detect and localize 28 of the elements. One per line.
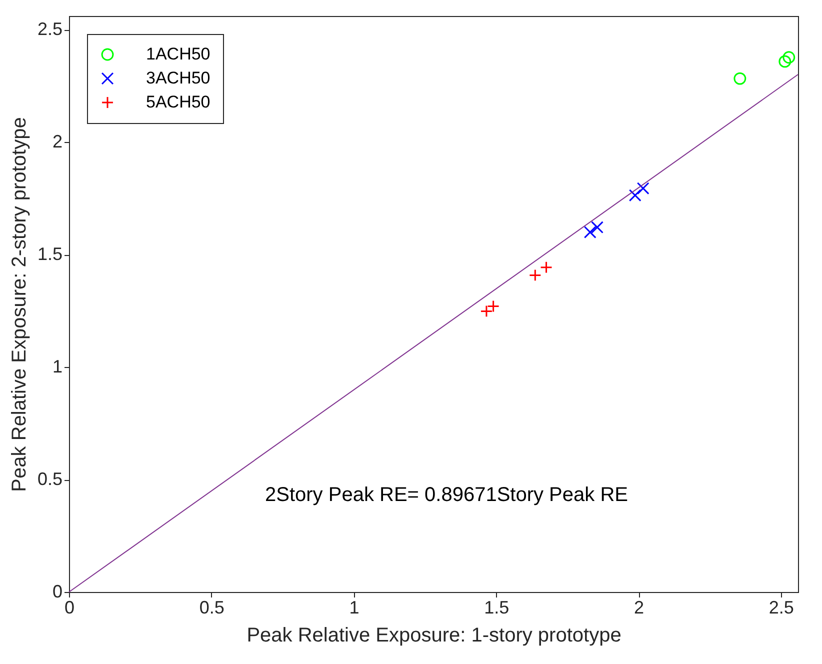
legend-label: 1ACH50 [146,44,210,64]
x-tick-label: 1 [349,598,360,618]
point [540,261,552,274]
legend-label: 5ACH50 [146,92,210,112]
x-tick-label: 0.5 [199,598,224,618]
y-tick-label: 0 [52,582,62,602]
x-tick-label: 2.5 [768,598,794,618]
annotation: 2Story Peak RE= 0.89671Story Peak RE [265,484,628,506]
x-axis-title: Peak Relative Exposure: 1-story prototype [246,624,622,646]
y-tick-label: 1.5 [37,244,62,264]
y-axis-title: Peak Relative Exposure: 2-story prototype [8,117,30,492]
point [782,51,796,64]
point [487,300,500,312]
y-tick-label: 2.5 [37,19,62,39]
x-tick-label: 1.5 [484,598,510,618]
legend-label: 3ACH50 [146,68,210,88]
point [584,226,596,238]
point [591,221,604,234]
x-tick-label: 2 [634,598,644,618]
y-tick-label: 2 [52,132,62,152]
point [778,55,792,68]
y-tick-label: 1 [52,356,62,376]
y-tick-label: 0.5 [37,469,62,489]
point [734,72,746,85]
point [628,189,642,202]
point [528,268,542,282]
point [480,304,493,318]
point [636,182,650,195]
